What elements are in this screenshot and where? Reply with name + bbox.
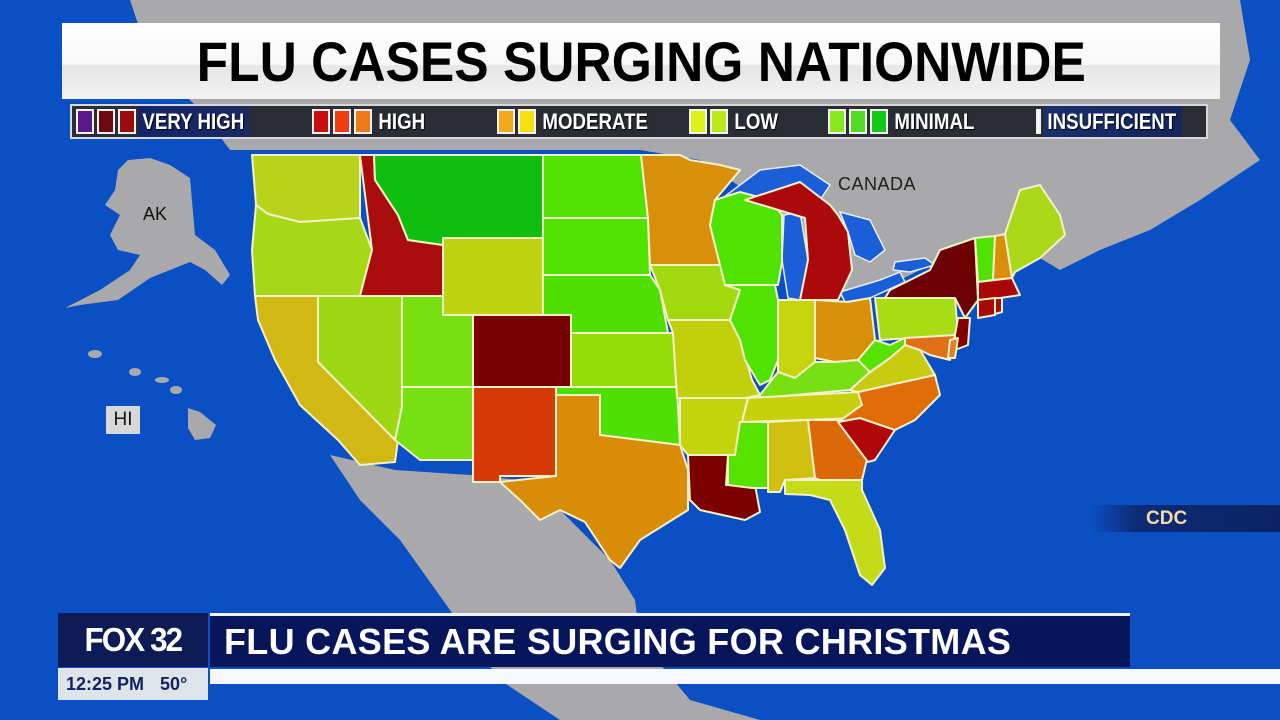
state-south-dakota[interactable] [542, 217, 651, 276]
legend-swatch [118, 109, 136, 134]
legend-swatch [311, 109, 330, 134]
legend-swatch [518, 109, 537, 134]
flu-level-legend: VERY HIGH HIGH MODERATE LOW MINIMAL INSU… [70, 104, 1208, 139]
legend-very-high: VERY HIGH [76, 106, 312, 137]
state-florida[interactable] [784, 479, 886, 586]
station-logo: FOX 32 [58, 613, 208, 667]
legend-label: LOW [734, 108, 778, 134]
state-new-mexico[interactable] [472, 386, 557, 483]
state-vermont[interactable] [974, 235, 996, 283]
station-logo-text: FOX 32 [84, 621, 184, 658]
state-illinois[interactable] [724, 284, 779, 386]
headline-text: FLU CASES ARE SURGING FOR CHRISTMAS [224, 620, 1012, 662]
state-new-jersey[interactable] [954, 317, 971, 351]
legend-swatch [76, 109, 94, 134]
alaska-shape [65, 158, 230, 308]
state-maryland[interactable] [904, 334, 956, 361]
clock-time: 12:25 PM [66, 673, 145, 694]
legend-label: HIGH [377, 108, 425, 134]
legend-label: VERY HIGH [139, 106, 250, 137]
state-wyoming[interactable] [442, 237, 544, 316]
hawaii-island [88, 350, 102, 358]
state-kansas[interactable] [570, 332, 678, 388]
legend-swatch [870, 109, 889, 134]
legend-label: MODERATE [542, 108, 649, 134]
state-pennsylvania[interactable] [874, 297, 959, 341]
legend-swatch [849, 109, 868, 134]
map-title: FLU CASES SURGING NATIONWIDE [196, 29, 1086, 93]
state-rhode-island[interactable] [994, 297, 1003, 315]
state-massachusetts[interactable] [977, 277, 1021, 301]
legend-swatch [353, 109, 372, 134]
state-north-carolina[interactable] [837, 374, 941, 431]
ticker-bar [210, 669, 1280, 684]
state-colorado[interactable] [472, 314, 572, 388]
hawaii-island [170, 386, 182, 394]
legend-swatch [688, 109, 707, 134]
state-arizona[interactable] [394, 386, 474, 461]
legend-insufficient: INSUFFICIENT [1035, 106, 1206, 137]
title-banner: FLU CASES SURGING NATIONWIDE [62, 23, 1220, 99]
legend-swatch [332, 109, 351, 134]
lake-ontario [892, 257, 937, 273]
hawaii-label: HI [106, 406, 140, 434]
legend-swatch [97, 109, 115, 134]
legend-low: LOW [688, 106, 829, 137]
legend-swatch [497, 109, 516, 134]
time-weather-box: 12:25 PM 50° [58, 668, 208, 700]
temperature: 50° [160, 673, 188, 694]
legend-moderate: MODERATE [497, 106, 689, 137]
source-label: CDC [1146, 507, 1188, 529]
hawaii-island [155, 377, 169, 383]
hawaii-big-island [188, 408, 216, 440]
mexico-landmass [330, 455, 760, 720]
legend-swatch [828, 109, 847, 134]
alaska-label: AK [143, 204, 168, 224]
legend-swatch [1035, 109, 1042, 134]
state-texas[interactable] [499, 394, 689, 569]
legend-label: INSUFFICIENT [1044, 106, 1182, 137]
state-connecticut[interactable] [977, 297, 996, 319]
hawaii-island [129, 368, 141, 376]
canada-label: CANADA [838, 174, 917, 194]
legend-swatch [709, 109, 728, 134]
state-maine[interactable] [1004, 184, 1066, 279]
state-delaware[interactable] [947, 337, 959, 359]
legend-minimal: MINIMAL [828, 106, 1036, 137]
legend-high: HIGH [311, 106, 498, 137]
headline-banner: FLU CASES ARE SURGING FOR CHRISTMAS [210, 613, 1130, 667]
source-tag: CDC [1090, 505, 1280, 532]
state-washington[interactable] [251, 154, 361, 223]
state-north-dakota[interactable] [542, 154, 649, 219]
legend-label: MINIMAL [894, 108, 975, 134]
state-michigan[interactable] [744, 181, 853, 301]
